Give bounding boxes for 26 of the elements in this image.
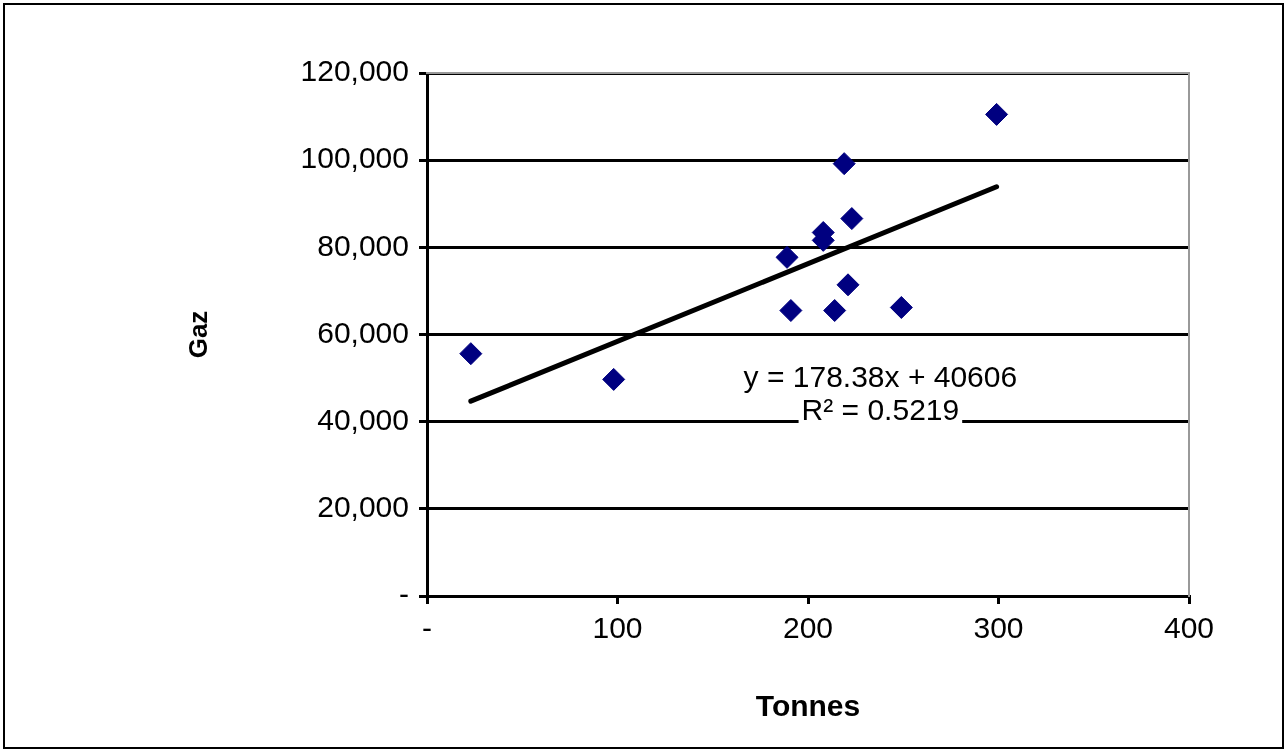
point bbox=[779, 299, 803, 323]
x-tick-label: - bbox=[422, 611, 432, 645]
y-axis-title: Gaz bbox=[182, 310, 213, 359]
point bbox=[985, 102, 1009, 126]
x-axis-title: Tonnes bbox=[755, 689, 861, 723]
y-tick-label: 100,000 bbox=[300, 141, 409, 175]
y-tick-label: 40,000 bbox=[317, 402, 409, 436]
x-tick-label: 400 bbox=[1163, 611, 1215, 645]
point bbox=[459, 342, 483, 366]
point bbox=[889, 295, 913, 319]
x-tick-label: 200 bbox=[782, 611, 834, 645]
point bbox=[832, 152, 856, 176]
point bbox=[602, 367, 626, 391]
y-tick-label: 20,000 bbox=[317, 490, 409, 524]
point bbox=[840, 207, 864, 231]
point bbox=[836, 273, 860, 297]
x-tick-label: 100 bbox=[592, 611, 643, 645]
x-tick-label: 300 bbox=[973, 611, 1024, 645]
y-tick-label: - bbox=[399, 577, 409, 611]
y-tick-label: 120,000 bbox=[300, 54, 409, 88]
annotation: R² = 0.5219 bbox=[801, 393, 960, 427]
point bbox=[775, 245, 799, 269]
annotation: y = 178.38x + 40606 bbox=[743, 360, 1018, 394]
y-tick-label: 80,000 bbox=[317, 228, 409, 262]
y-tick-label: 60,000 bbox=[317, 315, 409, 349]
point bbox=[823, 299, 847, 323]
